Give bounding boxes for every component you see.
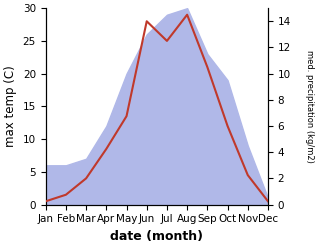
X-axis label: date (month): date (month) bbox=[110, 230, 203, 243]
Y-axis label: med. precipitation (kg/m2): med. precipitation (kg/m2) bbox=[305, 50, 314, 163]
Y-axis label: max temp (C): max temp (C) bbox=[4, 65, 17, 147]
